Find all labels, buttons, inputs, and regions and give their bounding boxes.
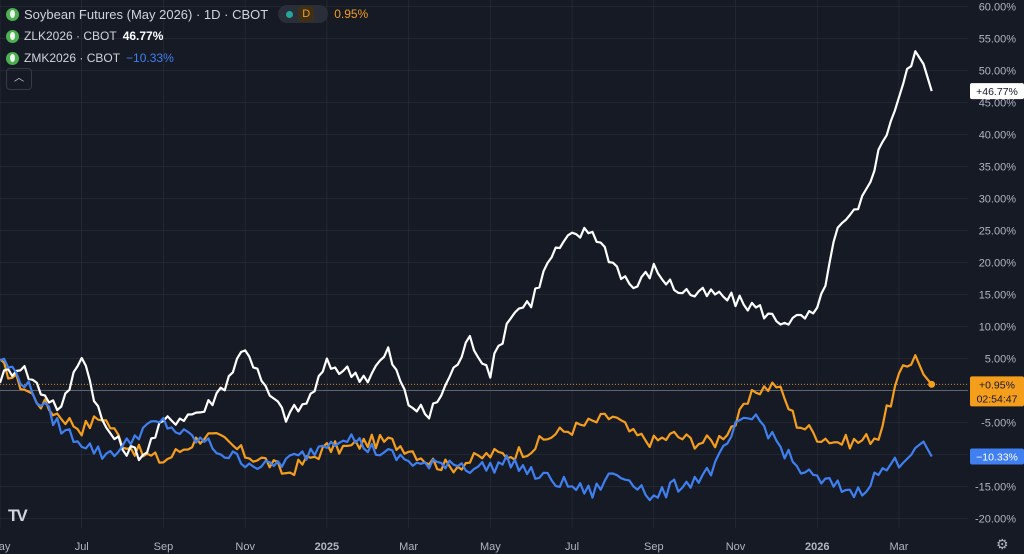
- y-tick-label: -15.00%: [975, 481, 1016, 493]
- value-badge-zs: [970, 376, 1024, 407]
- series1-change: 46.77%: [122, 29, 164, 43]
- value-badge-text-zm: −10.33%: [976, 452, 1018, 464]
- tradingview-logo[interactable]: TV: [8, 506, 28, 525]
- y-tick-label: 25.00%: [979, 225, 1017, 237]
- soybean-symbol-icon: [6, 7, 19, 21]
- x-tick-label: Sep: [154, 541, 174, 553]
- y-tick-label: 50.00%: [979, 65, 1017, 77]
- y-tick-label: 20.00%: [979, 257, 1017, 269]
- last-value-badges: +46.77% +0.95% 02:54:47 −10.33%: [970, 83, 1024, 465]
- y-tick-label: 10.00%: [979, 321, 1017, 333]
- x-tick-label: Jul: [565, 541, 579, 553]
- gear-icon[interactable]: ⚙: [996, 536, 1009, 552]
- x-tick-label: 2026: [805, 541, 829, 553]
- y-tick-label: -5.00%: [981, 417, 1016, 429]
- chart-title: Soybean Futures (May 2026) · 1D · CBOT: [24, 6, 269, 22]
- y-tick-label: 5.00%: [985, 353, 1016, 365]
- series-lines: [0, 50, 968, 502]
- x-axis[interactable]: May Jul Sep Nov 2025 Mar May Jul Sep Nov 2026 Mar: [0, 541, 909, 553]
- x-tick-label: Nov: [726, 541, 746, 553]
- grid-lines: [0, 0, 968, 528]
- value-badge-zm: [970, 448, 1024, 465]
- legend-row-zl[interactable]: ZLK2026 · CBOT 46.77%: [6, 25, 368, 47]
- countdown-text: 02:54:47: [977, 393, 1018, 405]
- x-tick-label: May: [0, 541, 11, 553]
- y-tick-label: 60.00%: [979, 1, 1017, 13]
- value-badge-text-zs: +0.95%: [979, 379, 1015, 391]
- series-line-zl: [0, 50, 933, 462]
- y-tick-label: 35.00%: [979, 161, 1017, 173]
- y-tick-label: 15.00%: [979, 289, 1017, 301]
- x-tick-label: Mar: [889, 541, 908, 553]
- y-axis[interactable]: 60.00% 55.00% 50.00% 45.00% 40.00% 35.00% 30.0…: [975, 1, 1016, 525]
- y-tick-label: 55.00%: [979, 33, 1017, 45]
- y-tick-label: -20.00%: [975, 513, 1016, 525]
- y-tick-label: 45.00%: [979, 97, 1017, 109]
- soybean-oil-symbol-icon: [6, 29, 19, 43]
- soybean-meal-symbol-icon: [6, 51, 19, 65]
- last-price-dot: [928, 380, 936, 388]
- value-badge-text-zl: +46.77%: [976, 86, 1018, 98]
- value-badge-zl: [970, 83, 1024, 100]
- x-tick-label: Mar: [399, 541, 418, 553]
- legend-main-row[interactable]: Soybean Futures (May 2026) · 1D · CBOT D…: [6, 3, 368, 25]
- x-tick-label: May: [480, 541, 501, 553]
- series-line-zs: [0, 354, 933, 477]
- series-line-zm: [0, 357, 933, 502]
- series2-change: −10.33%: [126, 51, 174, 65]
- x-tick-label: Sep: [644, 541, 664, 553]
- x-tick-label: Nov: [235, 541, 255, 553]
- y-tick-label: 30.00%: [979, 193, 1017, 205]
- legend: Soybean Futures (May 2026) · 1D · CBOT D…: [6, 3, 368, 69]
- delayed-badge[interactable]: D: [298, 6, 315, 22]
- y-tick-label: 40.00%: [979, 129, 1017, 141]
- legend-row-zm[interactable]: ZMK2026 · CBOT −10.33%: [6, 47, 368, 69]
- x-tick-label: Jul: [75, 541, 89, 553]
- series1-label: ZLK2026 · CBOT: [24, 29, 117, 43]
- collapse-legend-button[interactable]: ︿: [6, 68, 32, 90]
- main-change: 0.95%: [334, 7, 369, 21]
- chevron-up-icon: ︿: [14, 73, 24, 84]
- series2-label: ZMK2026 · CBOT: [24, 51, 121, 65]
- x-tick-label: 2025: [315, 541, 339, 553]
- market-status-pill[interactable]: D: [278, 5, 329, 23]
- market-open-dot-icon: [286, 10, 294, 18]
